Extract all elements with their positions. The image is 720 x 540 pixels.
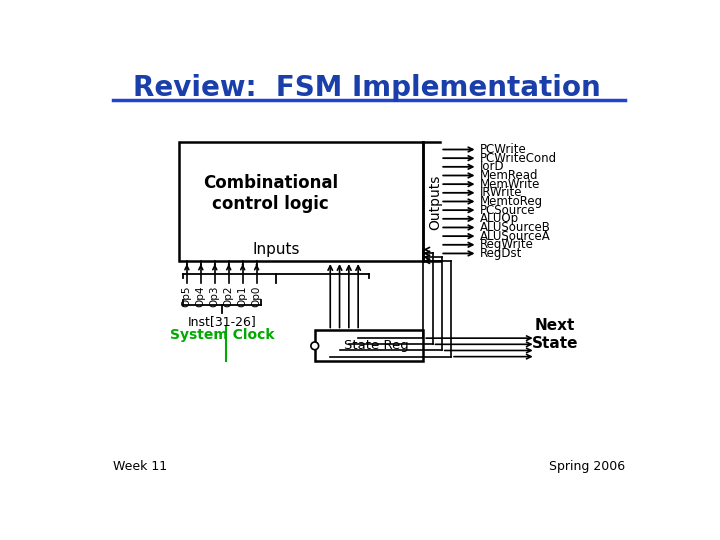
Text: Op5: Op5: [182, 286, 192, 307]
Text: Op3: Op3: [210, 286, 220, 307]
Text: Op0: Op0: [251, 286, 261, 307]
Text: RegDst: RegDst: [480, 247, 522, 260]
Text: Inst[31-26]: Inst[31-26]: [187, 315, 256, 328]
Text: ALUSourceA: ALUSourceA: [480, 230, 551, 242]
Text: Outputs: Outputs: [428, 174, 443, 230]
Text: MemtoReg: MemtoReg: [480, 195, 543, 208]
Text: State Reg: State Reg: [344, 339, 409, 353]
Bar: [179, 142, 423, 261]
Text: Op4: Op4: [196, 286, 206, 307]
Text: MemRead: MemRead: [480, 169, 539, 182]
Text: ALUOp: ALUOp: [480, 212, 519, 225]
Text: ALUSourceB: ALUSourceB: [480, 221, 551, 234]
Text: Week 11: Week 11: [113, 460, 167, 473]
Text: MemWrite: MemWrite: [480, 178, 540, 191]
Text: PCWriteCond: PCWriteCond: [480, 152, 557, 165]
Text: Next
State: Next State: [532, 318, 578, 350]
Text: Op1: Op1: [238, 286, 248, 307]
Text: Combinational
control logic: Combinational control logic: [203, 174, 338, 213]
Text: IRWrite: IRWrite: [480, 186, 522, 199]
Text: Spring 2006: Spring 2006: [549, 460, 625, 473]
Text: RegWrite: RegWrite: [480, 238, 534, 251]
Text: Review:  FSM Implementation: Review: FSM Implementation: [132, 74, 600, 102]
Text: Op2: Op2: [224, 286, 234, 307]
Text: IorD: IorD: [480, 160, 505, 173]
Text: Inputs: Inputs: [252, 242, 300, 257]
Text: System Clock: System Clock: [169, 328, 274, 342]
Circle shape: [311, 342, 319, 350]
Text: PCSource: PCSource: [480, 204, 536, 217]
Text: PCWrite: PCWrite: [480, 143, 526, 156]
Bar: [315, 330, 423, 361]
